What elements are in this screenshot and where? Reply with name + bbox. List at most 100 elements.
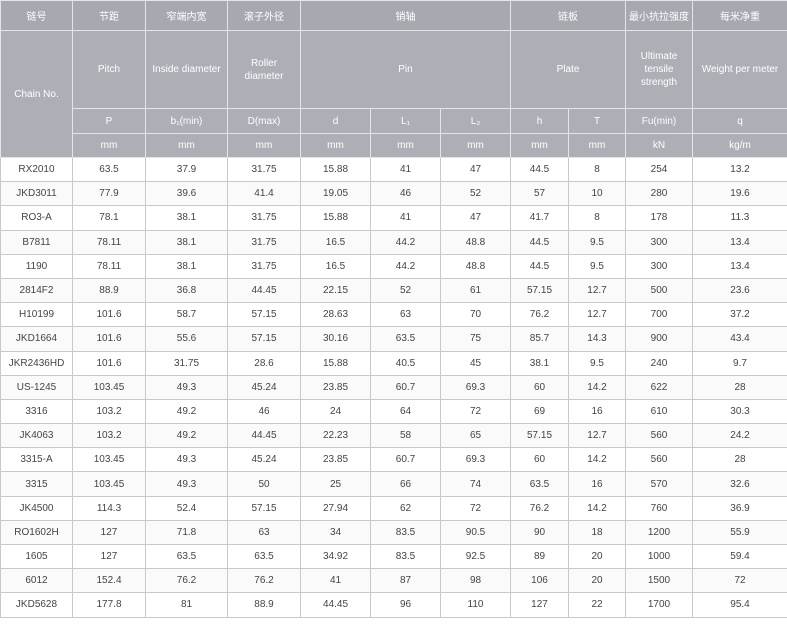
spec-value: 95.4: [692, 592, 787, 618]
chain-row: JKD1664 101.6 55.6 57.15 30.16 63.5 75 85.7 14.3…: [0, 326, 787, 352]
chain-row: 6012 152.4 76.2 76.2 41 87 98 106 20 1500 72: [0, 568, 787, 594]
header-cn: 每米净重: [692, 0, 787, 31]
symbol: Fu(min): [625, 108, 693, 134]
chain-row: JK4063 103.2 49.2 44.45 22.23 58 65 57.15 12.7 56…: [0, 423, 787, 449]
chain-no: JKD1664: [0, 326, 73, 352]
spec-value: 11.3: [692, 205, 787, 231]
chain-row: 1605 127 63.5 63.5 34.92 83.5 92.5 89 20 1000 59.4: [0, 543, 787, 570]
spec-value: 52: [440, 181, 511, 207]
spec-value: 57.15: [227, 326, 301, 352]
spec-value: 101.6: [72, 302, 146, 328]
spec-value: 41.7: [510, 205, 569, 231]
spec-value: 44.45: [227, 423, 301, 449]
chain-no: JKD3011: [0, 181, 73, 207]
spec-value: 48.8: [440, 253, 511, 279]
header-en: Pin: [300, 30, 511, 109]
symbol: P: [72, 108, 146, 134]
header-row-cn: 链号 节距 窄端内宽 滚子外径 销轴 链板 最小抗拉强度 每米净重: [0, 0, 787, 31]
spec-value: 49.2: [145, 398, 228, 425]
spec-value: 10: [568, 181, 626, 207]
spec-value: 103.45: [72, 471, 146, 497]
table-header: 链号 节距 窄端内宽 滚子外径 销轴 链板 最小抗拉强度 每米净重 Chain No. Pitch…: [0, 0, 787, 158]
spec-value: 32.6: [692, 471, 787, 497]
spec-value: 36.9: [692, 495, 787, 521]
spec-value: 622: [625, 374, 693, 400]
chain-no: JKD5628: [0, 592, 73, 618]
spec-value: 9.5: [568, 350, 626, 376]
spec-value: 59.4: [692, 543, 787, 570]
chain-row: US-1245 103.45 49.3 45.24 23.85 60.7 69.3 60 14.…: [0, 374, 787, 400]
chain-row: JKD3011 77.9 39.6 41.4 19.05 46 52 57 10 280 19.6: [0, 181, 787, 207]
unit: kN: [625, 133, 693, 158]
header-en: Chain No.: [0, 30, 73, 158]
spec-value: 22: [568, 592, 626, 618]
spec-value: 1200: [625, 519, 693, 546]
header-row-en: Chain No. Pitch Inside diameter Roller diam…: [0, 30, 787, 158]
unit: mm: [300, 133, 371, 158]
chain-row: JKR2436HD 101.6 31.75 28.6 15.88 40.5 45 38.1 9.…: [0, 350, 787, 376]
spec-value: 16.5: [300, 253, 371, 279]
spec-value: 23.85: [300, 447, 371, 473]
spec-value: 63.5: [370, 326, 441, 352]
spec-value: 63: [227, 519, 301, 546]
spec-value: 57.15: [510, 277, 569, 304]
spec-value: 31.75: [227, 253, 301, 279]
spec-value: 24: [300, 398, 371, 425]
spec-value: 500: [625, 277, 693, 304]
spec-value: 103.45: [72, 374, 146, 400]
spec-value: 178: [625, 205, 693, 231]
spec-value: 560: [625, 447, 693, 473]
spec-value: 90: [510, 519, 569, 546]
spec-value: 16.5: [300, 229, 371, 255]
spec-value: 69: [510, 398, 569, 425]
spec-value: 47: [440, 205, 511, 231]
chain-no: H10199: [0, 302, 73, 328]
symbol: q: [692, 108, 787, 134]
unit: mm: [227, 133, 301, 158]
spec-value: 24.2: [692, 423, 787, 449]
spec-value: 1000: [625, 543, 693, 570]
spec-value: 240: [625, 350, 693, 376]
chain-no: JKR2436HD: [0, 350, 73, 376]
spec-value: 44.5: [510, 229, 569, 255]
chain-no: JK4500: [0, 495, 73, 521]
spec-value: 72: [692, 568, 787, 594]
spec-value: 57.15: [510, 423, 569, 449]
spec-value: 40.5: [370, 350, 441, 376]
chain-no: B7811: [0, 229, 73, 255]
chain-row: 2814F2 88.9 36.8 44.45 22.15 52 61 57.15 12.7 500…: [0, 277, 787, 304]
spec-value: 37.2: [692, 302, 787, 328]
spec-value: 41.4: [227, 181, 301, 207]
chain-no: JK4063: [0, 423, 73, 449]
spec-value: 38.1: [145, 205, 228, 231]
spec-value: 20: [568, 543, 626, 570]
spec-value: 69.3: [440, 374, 511, 400]
spec-value: 66: [370, 471, 441, 497]
symbol: d: [300, 108, 371, 134]
spec-value: 88.9: [72, 277, 146, 304]
spec-value: 38.1: [510, 350, 569, 376]
spec-value: 44.2: [370, 253, 441, 279]
spec-value: 55.9: [692, 519, 787, 546]
spec-value: 50: [227, 471, 301, 497]
spec-value: 19.6: [692, 181, 787, 207]
spec-value: 49.3: [145, 447, 228, 473]
spec-value: 14.3: [568, 326, 626, 352]
spec-value: 58.7: [145, 302, 228, 328]
spec-value: 65: [440, 423, 511, 449]
spec-value: 8: [568, 156, 626, 183]
spec-value: 28: [692, 374, 787, 400]
chain-no: RX2010: [0, 156, 73, 183]
chain-no: 3315-A: [0, 447, 73, 473]
spec-value: 103.2: [72, 423, 146, 449]
spec-value: 44.2: [370, 229, 441, 255]
spec-value: 27.94: [300, 495, 371, 521]
unit: mm: [510, 133, 569, 158]
spec-value: 22.23: [300, 423, 371, 449]
spec-value: 83.5: [370, 519, 441, 546]
spec-value: 63.5: [72, 156, 146, 183]
header-cn: 最小抗拉强度: [625, 0, 693, 31]
chain-row: 3315-A 103.45 49.3 45.24 23.85 60.7 69.3 60 14.2…: [0, 447, 787, 473]
header-en: Inside diameter: [145, 30, 228, 109]
